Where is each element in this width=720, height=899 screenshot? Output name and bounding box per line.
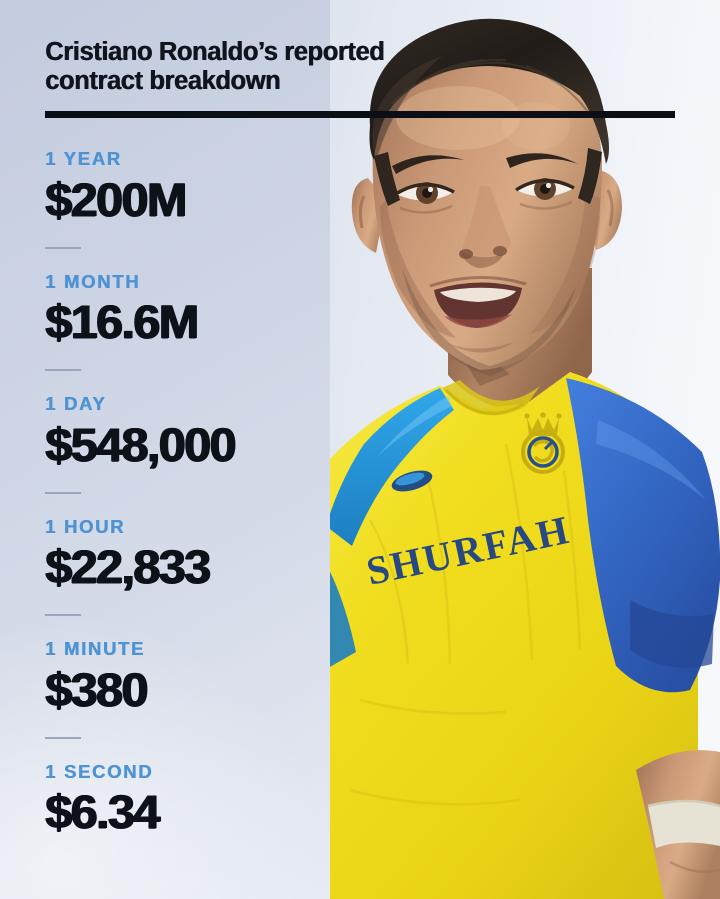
stat-row-year: 1 YEAR $200M xyxy=(45,148,375,222)
stat-label: 1 MINUTE xyxy=(45,638,145,659)
stat-value: $200M xyxy=(45,172,187,226)
stat-label: 1 YEAR xyxy=(45,148,122,169)
title-line-1: Cristiano Ronaldo’s reported xyxy=(45,38,385,66)
row-divider xyxy=(45,369,81,371)
page-title: Cristiano Ronaldo’s reported contract bre… xyxy=(45,38,465,96)
stat-row-day: 1 DAY $548,000 xyxy=(45,393,375,467)
row-divider xyxy=(45,491,81,494)
stat-value: $6.34 xyxy=(45,785,160,838)
header-rule xyxy=(45,111,675,118)
stat-label: 1 SECOND xyxy=(45,760,154,782)
stat-label: 1 MONTH xyxy=(45,270,141,292)
stat-label: 1 HOUR xyxy=(45,515,126,537)
stat-value: $16.6M xyxy=(45,295,199,348)
row-divider xyxy=(45,736,81,739)
stat-row-second: 1 SECOND $6.34 xyxy=(45,760,375,835)
row-divider xyxy=(45,614,81,616)
stat-value: $548,000 xyxy=(45,417,236,471)
stat-value: $380 xyxy=(45,662,148,716)
stat-label: 1 DAY xyxy=(45,393,107,414)
ronaldo-photo: SHURFAH xyxy=(330,0,720,899)
stat-row-month: 1 MONTH $16.6M xyxy=(45,270,375,345)
title-line-2: contract breakdown xyxy=(45,66,281,95)
stat-value: $22,833 xyxy=(45,540,211,593)
stat-row-hour: 1 HOUR $22,833 xyxy=(45,515,375,590)
row-divider xyxy=(45,246,81,249)
stat-list: 1 YEAR $200M 1 MONTH $16.6M 1 DAY $548,0… xyxy=(45,148,375,835)
stat-row-minute: 1 MINUTE $380 xyxy=(45,638,375,712)
title-text: Cristiano Ronaldo’s reported contract bre… xyxy=(45,38,465,96)
